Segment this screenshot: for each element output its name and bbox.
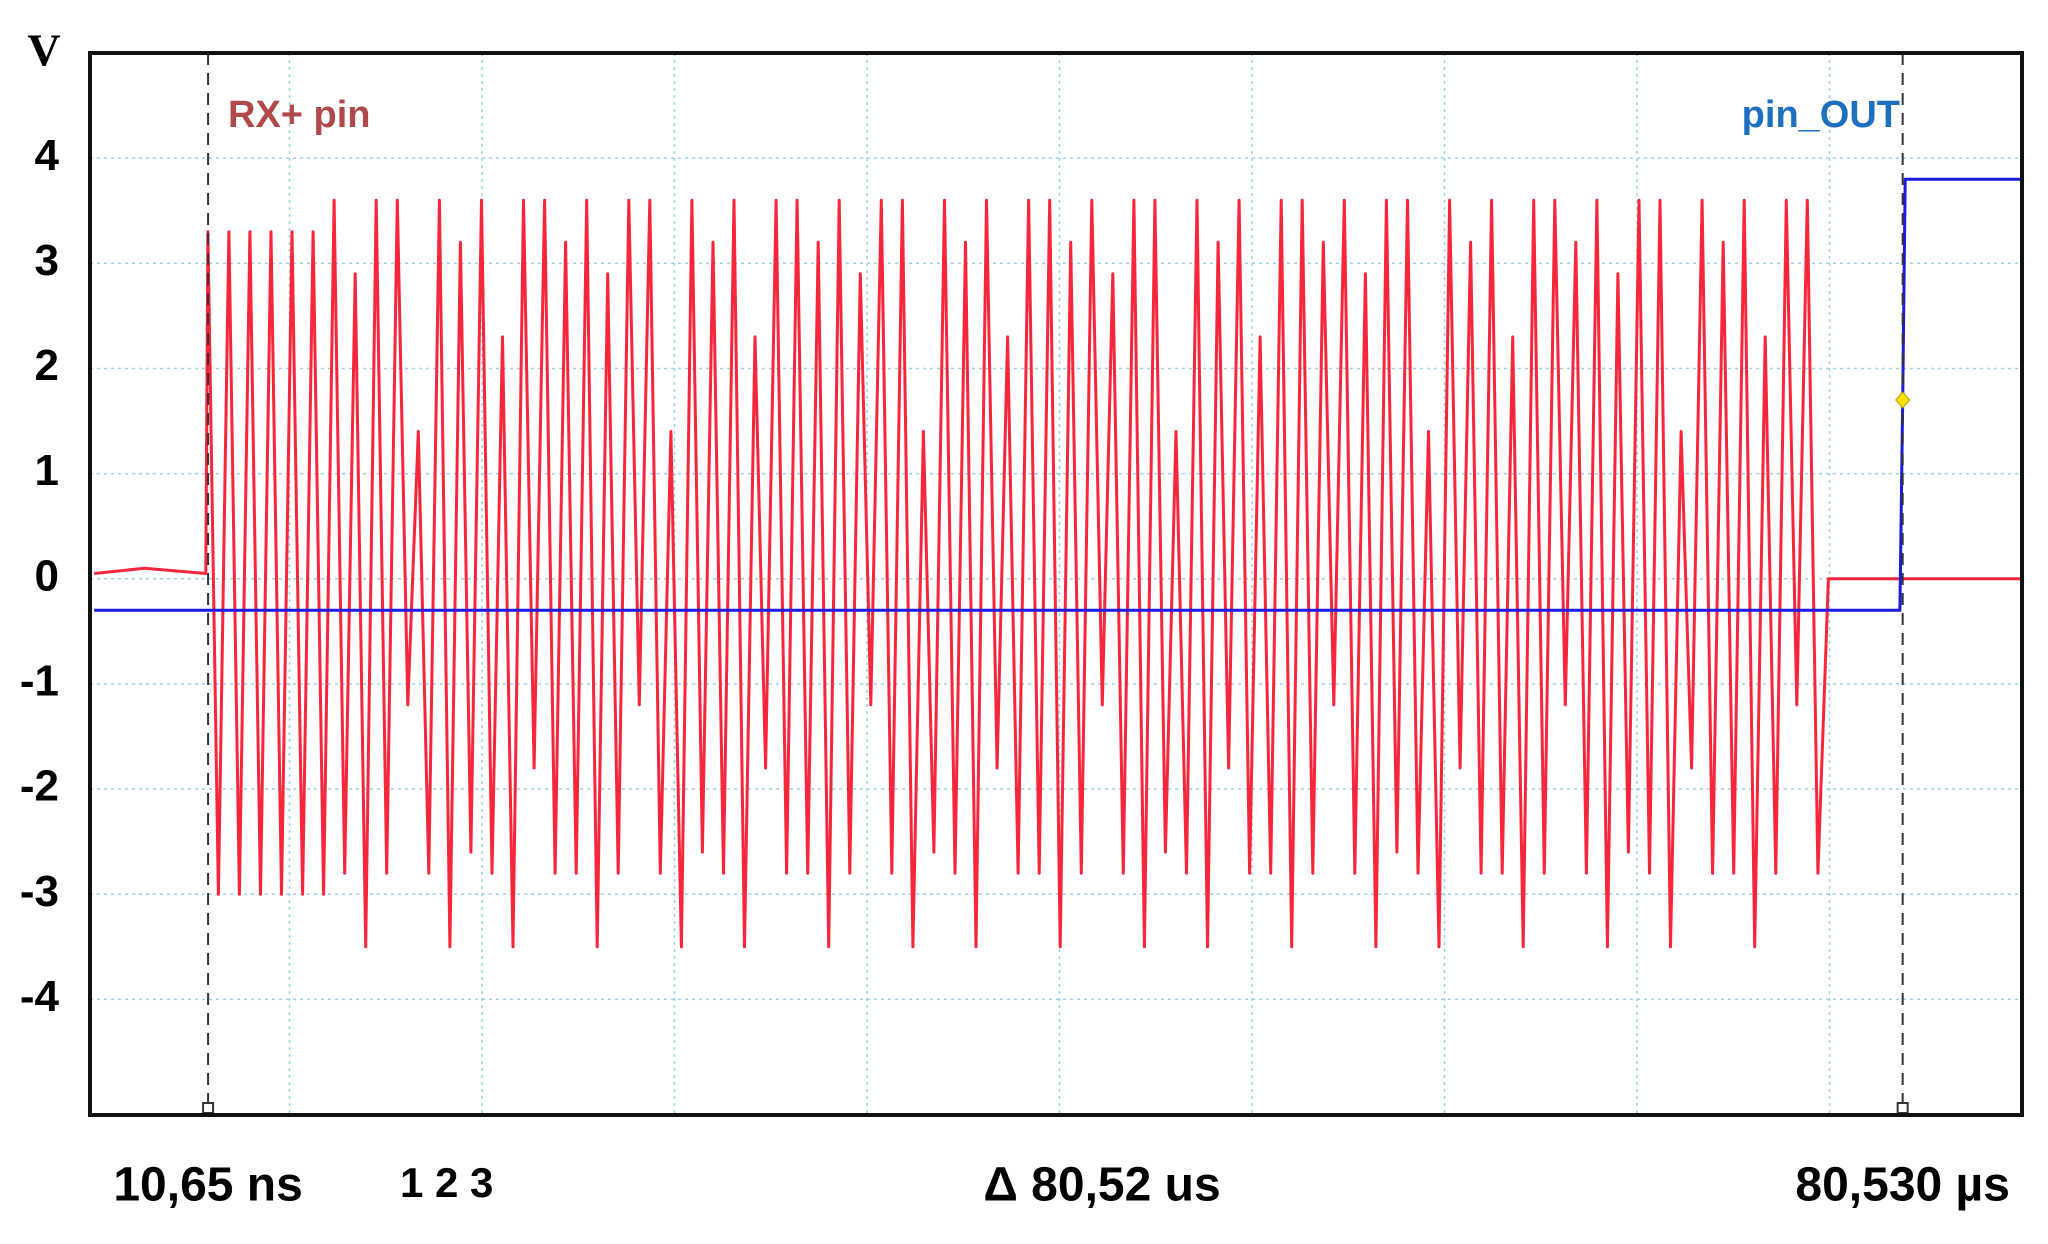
y-tick-label: -3 [20, 867, 59, 916]
series-line [94, 177, 2022, 612]
series-line [94, 198, 2022, 949]
cursor-label: 80,530 µs [1795, 1159, 2010, 1212]
y-tick-label: 3 [35, 236, 59, 285]
y-tick-label: 4 [35, 131, 60, 180]
y-tick-label: -4 [20, 972, 60, 1021]
y-tick-label: -2 [20, 762, 59, 811]
series-label: pin_OUT [1742, 94, 1900, 136]
trigger-marker [1895, 391, 1911, 409]
y-tick-label: -1 [20, 657, 59, 706]
y-tick-label: 2 [35, 341, 59, 390]
delta-readout: Δ 80,52 us [983, 1159, 1220, 1212]
y-axis-label: V [27, 25, 60, 76]
cursor-label: 10,65 ns [113, 1159, 302, 1212]
y-tick-label: 1 [35, 446, 59, 495]
cursor-marker [202, 1102, 215, 1114]
plot-frame [88, 51, 2024, 1117]
series-label: RX+ pin [228, 94, 371, 136]
cursor-marker [1896, 1102, 1909, 1114]
cursor-numbers: 1 2 3 [400, 1159, 493, 1206]
y-tick-label: 0 [35, 551, 59, 600]
